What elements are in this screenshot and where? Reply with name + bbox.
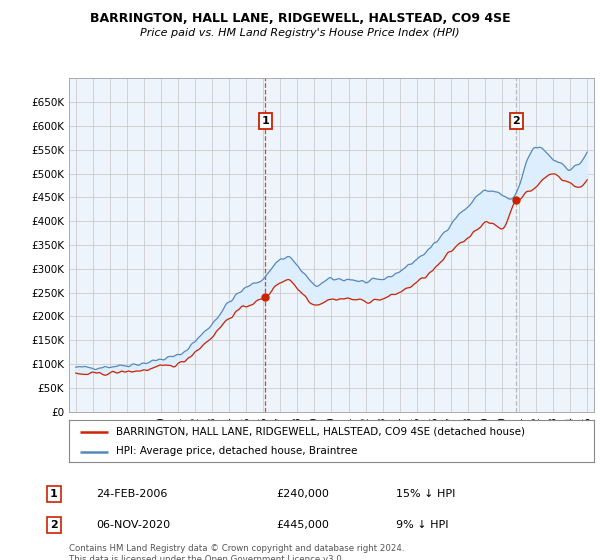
Text: HPI: Average price, detached house, Braintree: HPI: Average price, detached house, Brai… [116,446,358,456]
Text: Price paid vs. HM Land Registry's House Price Index (HPI): Price paid vs. HM Land Registry's House … [140,28,460,38]
Text: BARRINGTON, HALL LANE, RIDGEWELL, HALSTEAD, CO9 4SE: BARRINGTON, HALL LANE, RIDGEWELL, HALSTE… [89,12,511,25]
Text: 1: 1 [262,116,269,126]
Text: 1: 1 [50,489,58,499]
Text: 2: 2 [512,116,520,126]
Text: 9% ↓ HPI: 9% ↓ HPI [396,520,449,530]
Text: 15% ↓ HPI: 15% ↓ HPI [396,489,455,499]
Text: 06-NOV-2020: 06-NOV-2020 [96,520,170,530]
Text: 2: 2 [50,520,58,530]
Text: £240,000: £240,000 [276,489,329,499]
Text: 24-FEB-2006: 24-FEB-2006 [96,489,167,499]
Text: BARRINGTON, HALL LANE, RIDGEWELL, HALSTEAD, CO9 4SE (detached house): BARRINGTON, HALL LANE, RIDGEWELL, HALSTE… [116,427,525,437]
Text: £445,000: £445,000 [276,520,329,530]
Text: Contains HM Land Registry data © Crown copyright and database right 2024.
This d: Contains HM Land Registry data © Crown c… [69,544,404,560]
